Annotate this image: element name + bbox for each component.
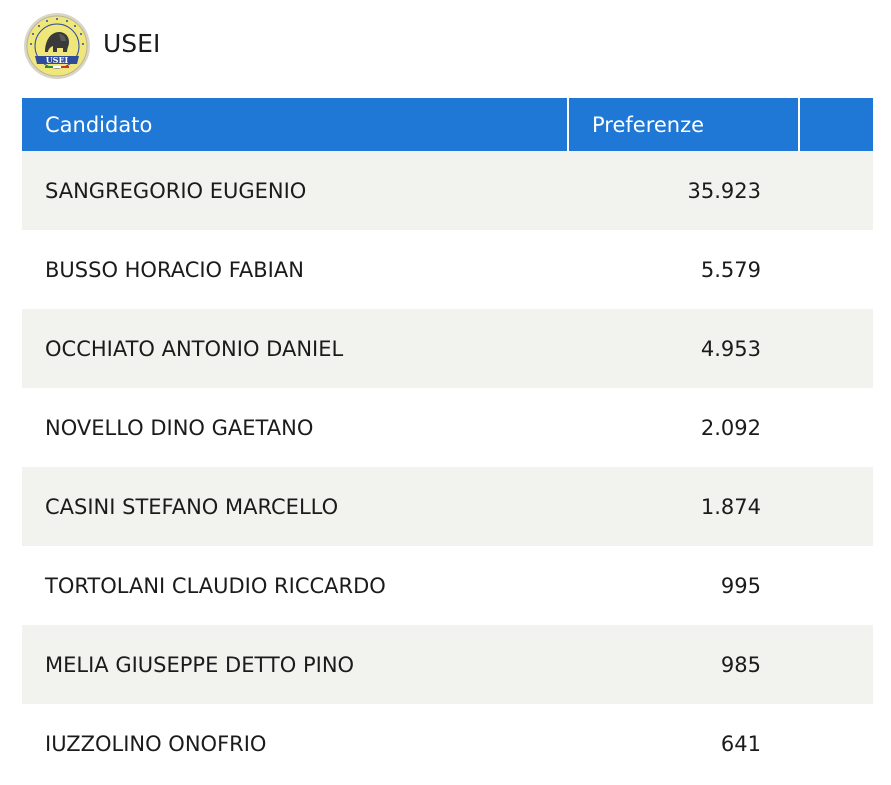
table-row: BUSSO HORACIO FABIAN 5.579 [22, 230, 873, 309]
row-empty-cell [799, 704, 873, 783]
candidate-votes: 641 [568, 704, 799, 783]
row-empty-cell [799, 467, 873, 546]
candidate-name: TORTOLANI CLAUDIO RICCARDO [22, 546, 568, 625]
table-row: OCCHIATO ANTONIO DANIEL 4.953 [22, 309, 873, 388]
candidate-name: OCCHIATO ANTONIO DANIEL [22, 309, 568, 388]
candidate-votes: 5.579 [568, 230, 799, 309]
column-header-preferenze[interactable]: Preferenze [568, 98, 800, 151]
row-empty-cell [799, 625, 873, 704]
candidate-name: BUSSO HORACIO FABIAN [22, 230, 568, 309]
candidate-name: MELIA GIUSEPPE DETTO PINO [22, 625, 568, 704]
table-row: IUZZOLINO ONOFRIO 641 [22, 704, 873, 783]
table-row: MELIA GIUSEPPE DETTO PINO 985 [22, 625, 873, 704]
candidate-votes: 35.923 [568, 151, 799, 230]
candidate-votes: 985 [568, 625, 799, 704]
party-logo: USEI [24, 13, 90, 79]
party-name: USEI [103, 28, 161, 58]
row-empty-cell [799, 309, 873, 388]
column-header-empty [799, 98, 873, 151]
candidate-votes: 4.953 [568, 309, 799, 388]
table-header: Candidato Preferenze [22, 98, 873, 151]
candidate-name: CASINI STEFANO MARCELLO [22, 467, 568, 546]
column-header-candidato[interactable]: Candidato [22, 98, 569, 151]
row-empty-cell [799, 546, 873, 625]
candidate-votes: 995 [568, 546, 799, 625]
table-row: NOVELLO DINO GAETANO 2.092 [22, 388, 873, 467]
row-empty-cell [799, 388, 873, 467]
table-row: CASINI STEFANO MARCELLO 1.874 [22, 467, 873, 546]
candidate-name: SANGREGORIO EUGENIO [22, 151, 568, 230]
table-row: SANGREGORIO EUGENIO 35.923 [22, 151, 873, 230]
candidate-votes: 2.092 [568, 388, 799, 467]
candidates-table: Candidato Preferenze SANGREGORIO EUGENIO… [22, 98, 873, 783]
table-row: TORTOLANI CLAUDIO RICCARDO 995 [22, 546, 873, 625]
candidate-name: NOVELLO DINO GAETANO [22, 388, 568, 467]
party-header: USEI USEI [23, 11, 160, 81]
candidate-name: IUZZOLINO ONOFRIO [22, 704, 568, 783]
party-logo-text: USEI [46, 55, 69, 65]
row-empty-cell [799, 151, 873, 230]
table-body: SANGREGORIO EUGENIO 35.923 BUSSO HORACIO… [22, 151, 873, 783]
row-empty-cell [799, 230, 873, 309]
candidate-votes: 1.874 [568, 467, 799, 546]
